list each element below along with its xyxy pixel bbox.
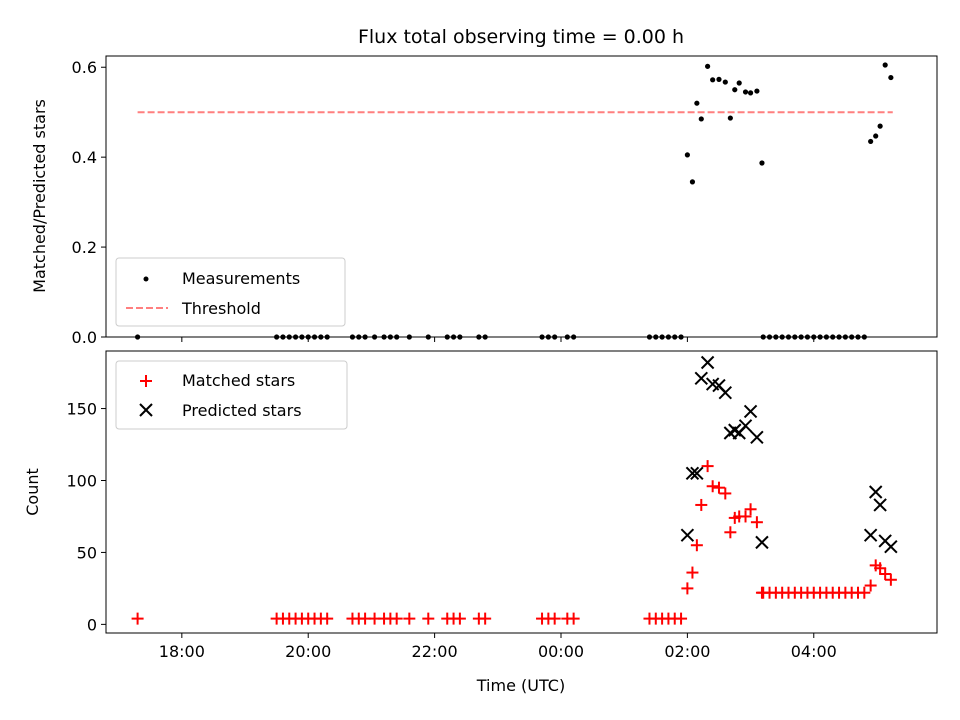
legend-label-measurements: Measurements <box>182 269 300 288</box>
x-axis-label: Time (UTC) <box>476 676 565 695</box>
ratio-plot-frame <box>105 55 938 338</box>
matched-stars-point <box>750 516 763 529</box>
ratio-y-axis-label: Matched/Predicted stars <box>30 99 49 293</box>
predicted-stars-point <box>863 528 878 542</box>
measurements-point <box>705 63 711 69</box>
measurements-point <box>736 80 742 86</box>
ratio-legend-box <box>115 257 346 327</box>
matched-stars-point <box>719 487 732 500</box>
measurements-point <box>684 152 690 158</box>
y-tick-label: 0.2 <box>72 238 97 257</box>
y-tick-label: 0.0 <box>72 328 97 347</box>
matched-stars-point <box>131 612 144 625</box>
measurements-point <box>716 76 722 82</box>
predicted-stars-point <box>750 430 764 445</box>
predicted-stars-point <box>868 485 883 499</box>
y-tick-label: 50 <box>77 543 97 562</box>
legend-label-matched: Matched stars <box>182 371 295 390</box>
predicted-stars-point <box>884 539 898 554</box>
matched-stars-point <box>422 612 435 625</box>
y-tick-label: 0 <box>87 615 97 634</box>
legend-label-threshold: Threshold <box>181 299 261 318</box>
matched-stars-point <box>695 498 708 511</box>
predicted-stars-point <box>718 386 733 400</box>
legend-marker-matched <box>140 375 152 387</box>
y-tick-label: 150 <box>66 400 97 419</box>
predicted-stars-point <box>700 355 715 370</box>
count-marks <box>131 355 898 625</box>
matched-stars-point <box>321 612 334 625</box>
measurements-point <box>882 62 888 68</box>
chart-title: Flux total observing time = 0.00 h <box>358 26 684 48</box>
predicted-stars-point <box>755 535 769 550</box>
predicted-stars-point <box>690 466 704 481</box>
x-tick-label: 02:00 <box>664 642 710 661</box>
count-panel: 18:00 20:00 22:00 00:00 02:00 04:00050100150 … <box>23 350 938 695</box>
measurements-point <box>754 88 760 94</box>
ratio-axes-ticks: 0.0 0.2 0.4 0.6 <box>72 58 815 347</box>
matched-stars-point <box>390 612 403 625</box>
matched-stars-point <box>864 579 877 592</box>
count-legend: Matched stars Predicted stars <box>115 360 348 430</box>
measurements-point <box>727 115 733 121</box>
measurements-point <box>710 77 716 83</box>
matched-stars-point <box>712 481 725 494</box>
matched-stars-point <box>548 612 561 625</box>
measurements-point <box>689 179 696 185</box>
ratio-legend: Measurements Threshold <box>115 257 346 327</box>
ratio-panel: 0.0 0.2 0.4 0.6 Matched/Predicted stars Mea… <box>30 55 938 347</box>
measurements-point <box>877 123 883 129</box>
matched-stars-point <box>858 586 871 599</box>
predicted-stars-point <box>743 404 758 419</box>
measurements-point <box>722 79 728 85</box>
x-tick-label: 04:00 <box>791 642 837 661</box>
matched-stars-point <box>567 612 580 625</box>
count-y-axis-label: Count <box>23 468 42 516</box>
count-plot-frame <box>105 350 938 634</box>
matched-stars-point <box>874 562 887 575</box>
y-tick-label: 0.6 <box>72 58 97 77</box>
measurements-point <box>747 90 754 96</box>
predicted-stars-point <box>694 371 708 386</box>
matched-stars-point <box>403 612 416 625</box>
matched-stars-point <box>681 582 694 595</box>
matched-stars-point <box>739 510 752 523</box>
y-tick-label: 100 <box>66 471 97 490</box>
predicted-stars-point <box>738 419 753 433</box>
y-tick-label: 0.4 <box>72 148 97 167</box>
legend-marker-predicted <box>139 403 153 417</box>
matched-stars-point <box>879 568 892 581</box>
matched-stars-point <box>701 460 714 473</box>
x-tick-label: 18:00 <box>159 642 205 661</box>
legend-marker-measurements <box>143 276 149 282</box>
measurements-point <box>694 100 700 106</box>
legend-label-predicted: Predicted stars <box>182 401 302 420</box>
measurements-point <box>759 160 765 166</box>
count-legend-box <box>115 360 348 430</box>
x-tick-label: 00:00 <box>538 642 584 661</box>
measurements-point <box>732 87 738 93</box>
matched-stars-point <box>744 503 757 516</box>
matched-stars-point <box>675 612 688 625</box>
matched-stars-point <box>479 612 492 625</box>
matched-stars-point <box>884 573 897 586</box>
measurements-point <box>873 133 879 139</box>
predicted-stars-point <box>680 528 695 542</box>
measurements-point <box>698 116 704 122</box>
matched-stars-point <box>706 480 719 493</box>
measurements-point <box>742 89 749 95</box>
predicted-stars-point <box>873 498 887 512</box>
matched-stars-point <box>690 539 703 552</box>
matched-stars-point <box>686 566 699 579</box>
measurements-point <box>888 74 894 81</box>
matched-stars-point <box>724 526 737 539</box>
measurements-point <box>868 138 874 145</box>
predicted-stars-point <box>685 466 700 481</box>
matched-stars-point <box>453 612 466 625</box>
x-tick-label: 22:00 <box>412 642 458 661</box>
count-axes-ticks: 18:00 20:00 22:00 00:00 02:00 04:00 0 50 100 150 <box>66 400 836 661</box>
x-tick-label: 20:00 <box>285 642 331 661</box>
